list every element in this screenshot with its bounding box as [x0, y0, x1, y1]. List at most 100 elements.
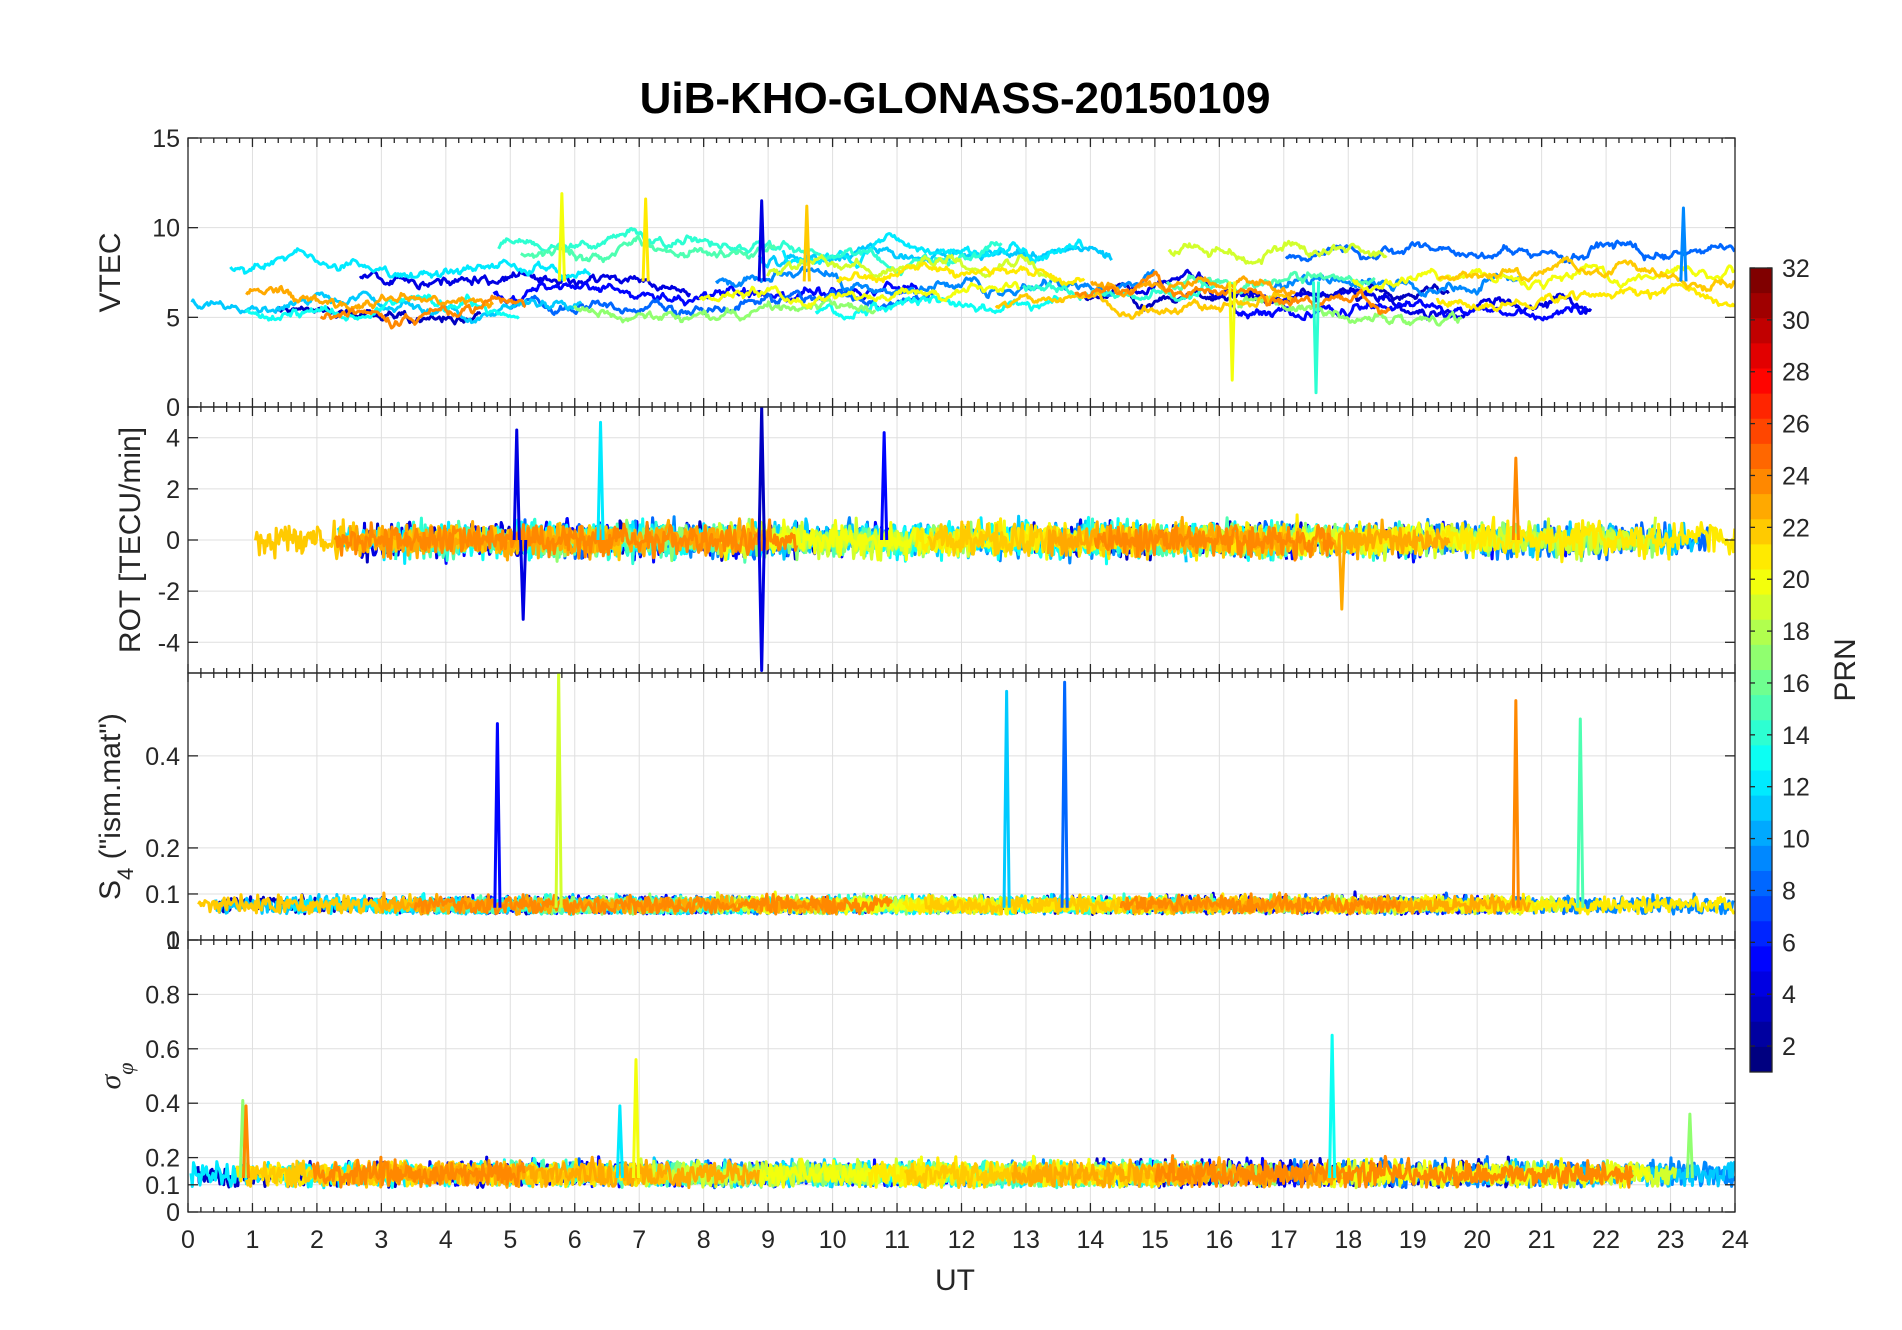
- x-tick-label: 1: [246, 1226, 260, 1254]
- y-axis-label-subscript: φ: [113, 1063, 138, 1075]
- spike-prn-12: [596, 420, 605, 541]
- y-tick-label: 15: [152, 125, 180, 153]
- colorbar-swatch: [1750, 1046, 1772, 1073]
- series-line-prn-9: [714, 265, 1155, 300]
- x-tick-label: 21: [1528, 1226, 1556, 1254]
- spike-prn-9: [1679, 206, 1688, 282]
- spike-prn-24: [1511, 699, 1520, 908]
- y-axis-label: σφ: [94, 1063, 138, 1090]
- spike-prn-4: [757, 199, 766, 282]
- spike-prn-12: [615, 1104, 624, 1179]
- x-tick-label: 24: [1721, 1226, 1749, 1254]
- spike-prn-3: [757, 407, 766, 541]
- colorbar-frame: [1749, 267, 1773, 1073]
- spike-prn-24: [1511, 456, 1520, 541]
- spike-prn-23: [1337, 539, 1346, 611]
- y-tick-label: 0.8: [145, 981, 180, 1009]
- x-tick-label: 3: [374, 1226, 388, 1254]
- series-line-prn-24: [319, 294, 527, 330]
- colorbar-swatch: [1750, 318, 1772, 344]
- spike-prn-21: [641, 197, 650, 282]
- panel-rot: -4 -2 0 2 4 ROT [TECU/min]: [114, 406, 1736, 674]
- colorbar-swatch: [1750, 293, 1772, 319]
- colorbar-tick-label: 12: [1782, 774, 1810, 802]
- y-tick-label: 5: [166, 304, 180, 332]
- colorbar-swatch: [1750, 519, 1772, 545]
- colorbar-swatch: [1750, 1021, 1772, 1048]
- colorbar-swatch: [1750, 921, 1772, 947]
- colorbar-swatch: [1750, 695, 1772, 721]
- y-tick-label: 0.2: [145, 1145, 180, 1173]
- colorbar-tick-label: 30: [1782, 307, 1810, 335]
- series-line-prn-24: [311, 1155, 526, 1189]
- series-line-prn-19: [1167, 239, 1388, 265]
- colorbar-swatch: [1750, 569, 1772, 596]
- y-tick-label: 0.1: [145, 1172, 180, 1200]
- colorbar-swatch: [1750, 418, 1772, 445]
- colorbar-tick-label: 16: [1782, 670, 1810, 698]
- y-tick-label: 0: [166, 527, 180, 555]
- colorbar-swatch: [1750, 343, 1772, 369]
- x-tick-label: 7: [632, 1226, 646, 1254]
- colorbar-swatch: [1750, 795, 1772, 822]
- series-group: [190, 192, 1735, 395]
- colorbar-swatch: [1750, 368, 1772, 395]
- colorbar-swatch: [1750, 594, 1772, 621]
- series-line-prn-22: [994, 289, 1294, 320]
- colorbar-tick-label: 8: [1782, 877, 1796, 905]
- y-tick-label: 0: [166, 927, 180, 955]
- x-tick-label: 20: [1463, 1226, 1491, 1254]
- y-axis-label-subscript: 4: [113, 868, 138, 880]
- colorbar-tick-label: 32: [1782, 255, 1810, 283]
- spike-prn-11: [1002, 689, 1011, 908]
- colorbar-swatch: [1750, 443, 1772, 470]
- spike-prn-5: [880, 431, 889, 541]
- series-line-prn-23: [1090, 275, 1297, 298]
- y-tick-label: 10: [152, 215, 180, 243]
- series-line-prn-21: [836, 261, 1086, 286]
- colorbar-tick-label: 24: [1782, 462, 1810, 490]
- colorbar-swatch: [1750, 469, 1772, 495]
- series-line-prn-24: [1119, 892, 1402, 916]
- spike-prn-17: [1685, 1112, 1694, 1179]
- colorbar-swatch: [1750, 644, 1772, 671]
- x-tick-label: 4: [439, 1226, 453, 1254]
- x-tick-label: 10: [819, 1226, 847, 1254]
- colorbar-tick-label: 6: [1782, 929, 1796, 957]
- x-tick-label: 15: [1141, 1226, 1169, 1254]
- colorbar-swatch: [1750, 871, 1772, 897]
- series-line-prn-9: [1272, 272, 1523, 298]
- x-tick-label: 5: [503, 1226, 517, 1254]
- spike-prn-4: [519, 539, 528, 621]
- x-tick-label: 9: [761, 1226, 775, 1254]
- spike-prn-4: [757, 539, 766, 672]
- colorbar-tick-label: 10: [1782, 826, 1810, 854]
- series-line-prn-8: [509, 288, 935, 319]
- colorbar-swatch: [1750, 996, 1772, 1023]
- y-tick-label: 2: [166, 476, 180, 504]
- y-axis-label-suffix: ("ism.mat"): [94, 713, 127, 868]
- series-line-prn-23: [348, 517, 770, 562]
- x-tick-label: 16: [1205, 1226, 1233, 1254]
- x-tick-label: 13: [1012, 1226, 1040, 1254]
- colorbar-swatch: [1750, 745, 1772, 771]
- y-tick-label: 0.1: [145, 881, 180, 909]
- spike-prn-22: [802, 204, 811, 282]
- x-axis: 0 1 2 3 4 5 6 7 8 9 10 11 12 13 14 15 16 17 18 19 20 21 22 23 24: [181, 1226, 1749, 1254]
- panel-s4: 0 0.1 0.2 0.4S4 ("ism.mat"): [94, 672, 1736, 955]
- x-tick-label: 12: [948, 1226, 976, 1254]
- y-tick-label: 4: [166, 425, 180, 453]
- spike-prn-20: [631, 1058, 641, 1179]
- spike-prn-20: [557, 192, 566, 282]
- series-line-prn-20: [698, 280, 1021, 309]
- spike-prn-13: [1328, 1033, 1337, 1179]
- y-tick-label: 0: [166, 1199, 180, 1227]
- spike-prn-20: [1228, 281, 1237, 382]
- x-axis-label: UT: [935, 1264, 975, 1297]
- x-tick-label: 6: [568, 1226, 582, 1254]
- series-line-prn-8: [1284, 239, 1735, 264]
- colorbar-swatch: [1750, 971, 1772, 998]
